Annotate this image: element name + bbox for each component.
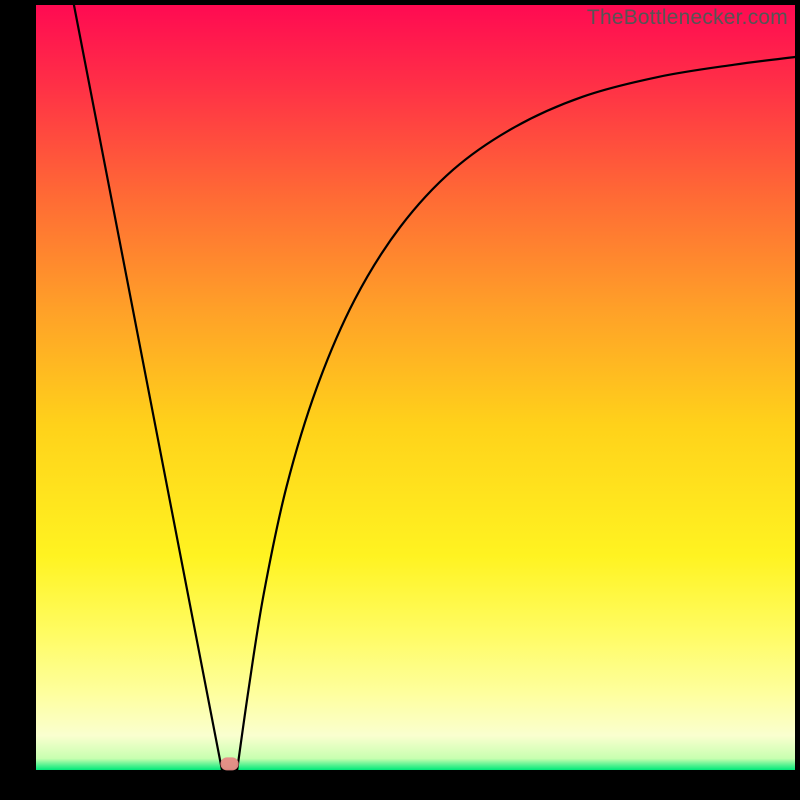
watermark-text: TheBottlenecker.com: [587, 6, 788, 30]
chart-container: TheBottlenecker.com: [0, 0, 800, 800]
plot-background: [36, 5, 795, 770]
bottleneck-curve-chart: [0, 0, 800, 800]
optimum-marker: [220, 757, 238, 770]
